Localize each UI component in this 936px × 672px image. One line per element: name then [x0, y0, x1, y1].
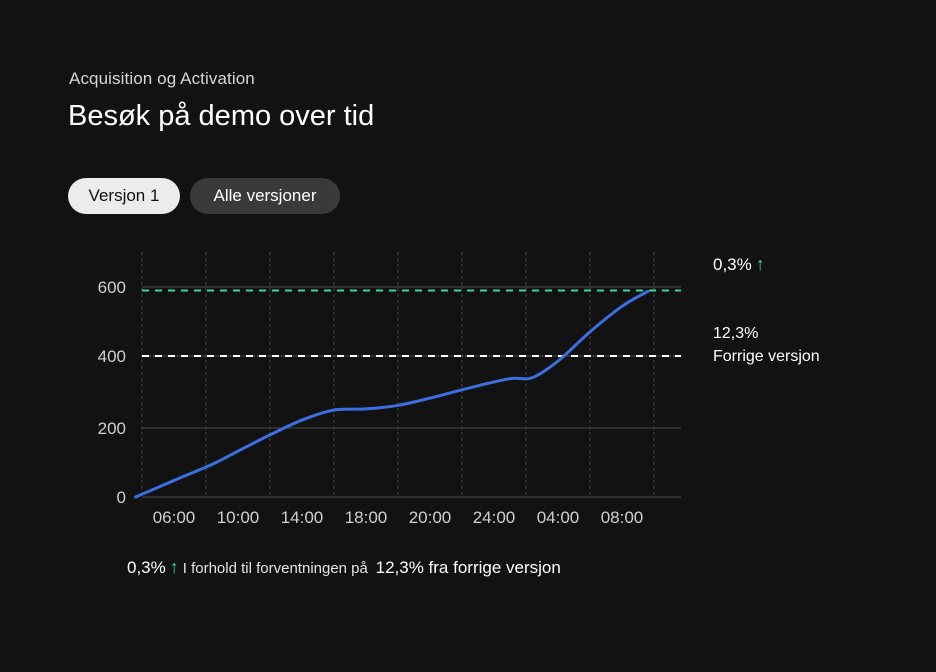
- x-tick-label: 10:00: [217, 508, 260, 527]
- y-axis-ticks: 0 200 400 600: [98, 278, 126, 507]
- comparison-summary: 0,3% ↑ I forhold til forventningen på 12,3…: [127, 557, 561, 578]
- arrow-up-icon: ↑: [169, 557, 179, 577]
- chart-grid: [141, 252, 681, 498]
- section-eyebrow: Acquisition og Activation: [69, 69, 255, 88]
- y-tick-label: 0: [117, 488, 126, 507]
- x-axis-ticks: 06:00 10:00 14:00 18:00 20:00 24:00 04:00 08:00: [153, 508, 644, 527]
- previous-value: 12,3%: [713, 325, 759, 342]
- target-value: 0,3%: [713, 255, 752, 274]
- page-title: Besøk på demo over tid: [68, 100, 375, 132]
- x-tick-label: 06:00: [153, 508, 196, 527]
- series-line: [134, 289, 650, 499]
- x-tick-label: 08:00: [601, 508, 644, 527]
- series-layer: [134, 289, 650, 499]
- previous-reference-label: 12,3% Forrige versjon: [713, 322, 820, 368]
- y-tick-label: 400: [98, 347, 126, 366]
- tab-versjon-1[interactable]: Versjon 1: [68, 178, 180, 214]
- summary-change: 0,3%: [127, 558, 166, 577]
- x-tick-label: 18:00: [345, 508, 388, 527]
- y-tick-label: 600: [98, 278, 126, 297]
- y-tick-label: 200: [98, 419, 126, 438]
- summary-expected: 12,3%: [375, 558, 424, 577]
- previous-caption: Forrige versjon: [713, 348, 820, 365]
- summary-suffix: fra forrige versjon: [428, 558, 561, 577]
- x-tick-label: 14:00: [281, 508, 324, 527]
- summary-text: I forhold til forventningen på: [182, 560, 368, 577]
- arrow-up-icon: ↑: [755, 254, 765, 274]
- x-tick-label: 20:00: [409, 508, 452, 527]
- x-tick-label: 04:00: [537, 508, 580, 527]
- x-tick-label: 24:00: [473, 508, 516, 527]
- target-reference-label: 0,3% ↑: [713, 254, 765, 275]
- tab-alle-versjoner[interactable]: Alle versjoner: [190, 178, 340, 214]
